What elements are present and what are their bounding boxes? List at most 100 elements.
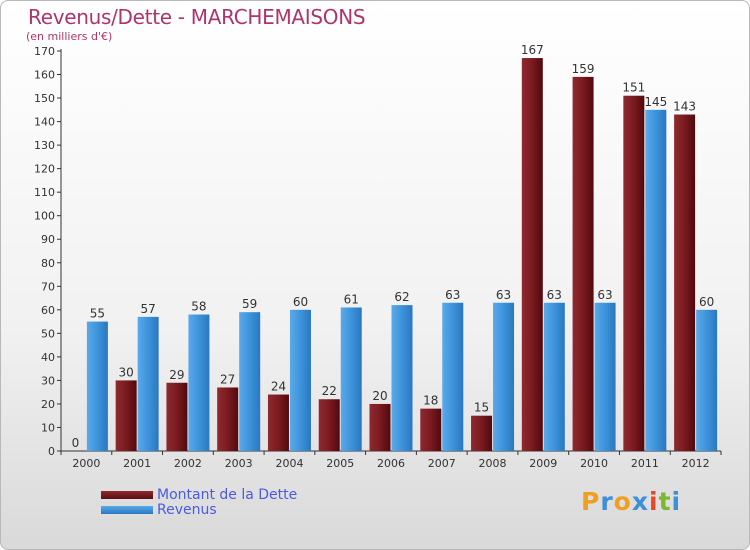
x-tick-label: 2001 xyxy=(123,457,151,470)
chart-subtitle: (en milliers d'€) xyxy=(26,30,113,43)
bar-dette xyxy=(521,58,543,451)
y-tick-label: 170 xyxy=(34,45,55,58)
x-tick-label: 2002 xyxy=(174,457,202,470)
x-tick-label: 2000 xyxy=(72,457,100,470)
x-tick-label: 2003 xyxy=(225,457,253,470)
x-tick-label: 2007 xyxy=(428,457,456,470)
y-tick-label: 10 xyxy=(41,421,55,434)
x-tick-label: 2009 xyxy=(529,457,557,470)
y-tick-label: 130 xyxy=(34,139,55,152)
bar-revenus xyxy=(340,307,362,451)
y-tick-label: 0 xyxy=(48,445,55,458)
bar-revenus xyxy=(645,109,667,451)
bar-dette xyxy=(471,415,493,451)
bar-revenus xyxy=(543,302,565,451)
legend-swatch-dette xyxy=(101,490,153,499)
data-label-dette: 159 xyxy=(572,62,595,76)
bar-dette xyxy=(318,399,340,451)
logo-letter: o xyxy=(613,487,632,516)
data-label-dette: 20 xyxy=(372,389,387,403)
x-tick-label: 2004 xyxy=(275,457,303,470)
y-tick-label: 160 xyxy=(34,69,55,82)
bar-dette xyxy=(217,387,239,451)
data-label-dette: 167 xyxy=(521,43,544,57)
data-label-revenus: 59 xyxy=(242,297,257,311)
y-tick-label: 150 xyxy=(34,92,55,105)
data-label-revenus: 61 xyxy=(344,292,359,306)
logo-letter: i xyxy=(649,487,659,516)
logo-letter: x xyxy=(631,487,649,516)
bar-revenus xyxy=(696,309,718,451)
data-label-revenus: 62 xyxy=(394,290,409,304)
data-label-dette: 29 xyxy=(169,368,184,382)
bar-dette xyxy=(674,114,696,451)
data-label-dette: 15 xyxy=(474,401,489,415)
bar-revenus xyxy=(239,312,261,451)
y-tick-label: 100 xyxy=(34,210,55,223)
bar-revenus xyxy=(442,302,464,451)
data-label-revenus: 55 xyxy=(90,307,105,321)
data-label-dette: 22 xyxy=(322,384,337,398)
data-label-revenus: 63 xyxy=(496,288,511,302)
bar-dette xyxy=(572,76,594,451)
x-tick-label: 2012 xyxy=(682,457,710,470)
y-tick-label: 90 xyxy=(41,233,55,246)
bar-dette xyxy=(623,95,645,452)
legend: Montant de la Dette Revenus xyxy=(101,486,298,518)
data-label-revenus: 63 xyxy=(597,288,612,302)
y-tick-label: 70 xyxy=(41,280,55,293)
x-tick-label: 2010 xyxy=(580,457,608,470)
y-tick-label: 40 xyxy=(41,351,55,364)
logo-letter: i xyxy=(671,487,682,516)
bar-revenus xyxy=(86,321,108,451)
legend-item-revenus: Revenus xyxy=(101,501,297,518)
data-label-revenus: 63 xyxy=(547,288,562,302)
x-tick-label: 2005 xyxy=(326,457,354,470)
logo-letter: P xyxy=(581,487,601,516)
x-tick-label: 2006 xyxy=(377,457,405,470)
y-tick-label: 110 xyxy=(34,186,55,199)
logo-letter: r xyxy=(600,487,614,516)
data-label-dette: 18 xyxy=(423,394,438,408)
bar-revenus xyxy=(594,302,616,451)
bar-dette xyxy=(115,380,137,451)
y-tick-label: 140 xyxy=(34,116,55,129)
data-label-revenus: 145 xyxy=(644,95,667,109)
y-tick-label: 30 xyxy=(41,374,55,387)
data-label-dette: 24 xyxy=(271,380,286,394)
bar-dette xyxy=(420,408,442,451)
proxiti-logo: Proxiti xyxy=(581,487,681,516)
y-tick-label: 60 xyxy=(41,304,55,317)
data-label-dette: 151 xyxy=(622,81,645,95)
bar-revenus xyxy=(289,309,311,451)
logo-letter: t xyxy=(658,487,672,516)
data-label-revenus: 63 xyxy=(445,288,460,302)
bar-revenus xyxy=(493,302,515,451)
bar-dette xyxy=(267,394,289,451)
data-label-revenus: 58 xyxy=(191,300,206,314)
data-label-dette: 30 xyxy=(119,365,134,379)
data-label-revenus: 60 xyxy=(293,295,308,309)
bar-revenus xyxy=(137,316,159,451)
y-tick-label: 120 xyxy=(34,163,55,176)
data-label-revenus: 57 xyxy=(141,302,156,316)
data-label-revenus: 60 xyxy=(699,295,714,309)
bar-dette xyxy=(166,382,188,451)
legend-label-revenus: Revenus xyxy=(157,501,217,518)
legend-swatch-revenus xyxy=(101,505,153,514)
bar-revenus xyxy=(391,305,413,451)
x-tick-label: 2011 xyxy=(631,457,659,470)
legend-item-dette: Montant de la Dette xyxy=(101,486,298,503)
data-label-dette: 0 xyxy=(72,436,80,450)
y-tick-label: 80 xyxy=(41,257,55,270)
chart-title: Revenus/Dette - MARCHEMAISONS xyxy=(28,5,366,29)
data-label-dette: 143 xyxy=(673,100,696,114)
y-tick-label: 20 xyxy=(41,398,55,411)
bar-dette xyxy=(369,403,391,451)
data-label-dette: 27 xyxy=(220,372,235,386)
bar-revenus xyxy=(188,314,210,451)
x-tick-label: 2008 xyxy=(479,457,507,470)
legend-label-dette: Montant de la Dette xyxy=(157,486,298,503)
